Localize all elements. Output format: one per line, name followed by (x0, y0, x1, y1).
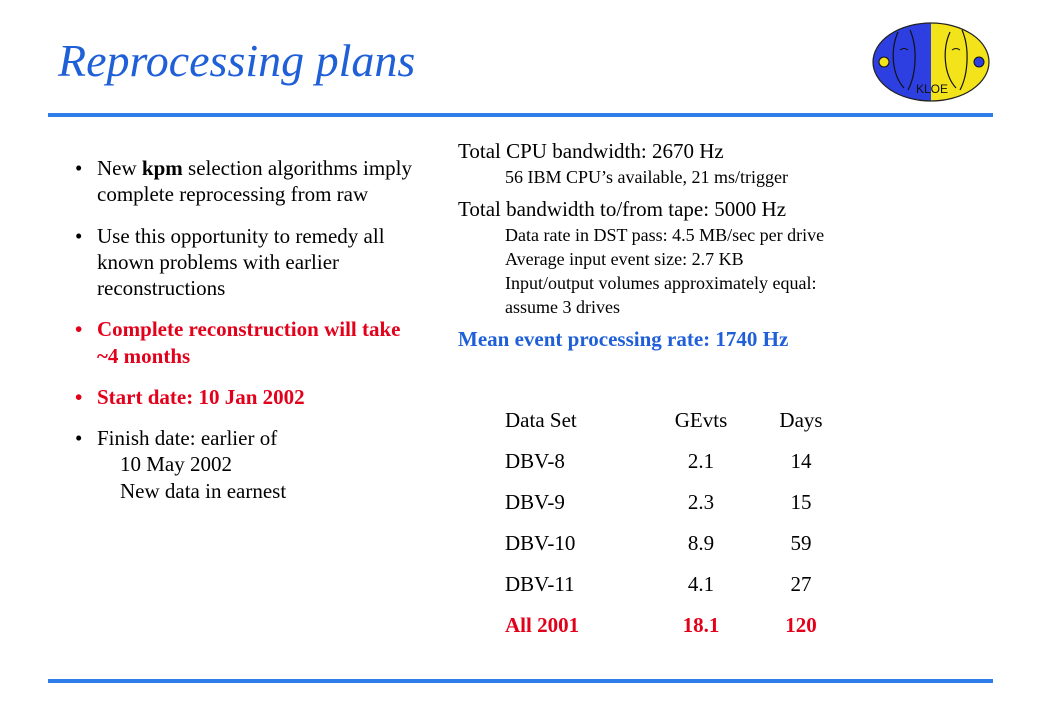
bandwidth-panel: Total CPU bandwidth: 2670 Hz 56 IBM CPU’… (458, 138, 998, 353)
finish-option-2: New data in earnest (120, 478, 287, 503)
header-data-set: Data Set (505, 408, 577, 432)
bullet-finish-date: Finish date: earlier of 10 May 2002 New … (75, 425, 415, 504)
cell-gevts: 8.9 (687, 531, 715, 555)
cell-days: 59 (790, 531, 812, 555)
total-days: 120 (785, 613, 817, 637)
tape-bandwidth: Total bandwidth to/from tape: 5000 Hz (458, 197, 787, 221)
total-label: All 2001 (505, 613, 580, 637)
cpu-bandwidth: Total CPU bandwidth: 2670 Hz (458, 139, 724, 163)
table-header-row: Data Set GEvts Days (505, 408, 851, 449)
table-row: DBV-8 2.1 14 (505, 449, 851, 490)
left-bullet-list: New kpm selection algorithms imply compl… (75, 155, 415, 519)
cpu-detail: 56 IBM CPU’s available, 21 ms/trigger (505, 167, 788, 187)
cell-gevts: 2.1 (687, 449, 715, 473)
bottom-divider (48, 679, 993, 683)
kloe-logo: KLOE (872, 22, 990, 102)
svg-text:KLOE: KLOE (916, 82, 948, 96)
cell-dataset: DBV-10 (505, 531, 576, 555)
table-total-row: All 2001 18.1 120 (505, 613, 851, 654)
table-row: DBV-11 4.1 27 (505, 572, 851, 613)
bullet-start-date: Start date: 10 Jan 2002 (75, 384, 415, 411)
finish-option-1: 10 May 2002 (120, 452, 232, 477)
header-gevts: GEvts (674, 408, 728, 432)
table-row: DBV-9 2.3 15 (505, 490, 851, 531)
tape-detail-2: Average input event size: 2.7 KB (505, 249, 744, 269)
tape-detail-1: Data rate in DST pass: 4.5 MB/sec per dr… (505, 225, 825, 245)
dataset-table: Data Set GEvts Days DBV-8 2.1 14 DBV-9 2… (505, 408, 851, 654)
cell-dataset: DBV-11 (505, 572, 575, 596)
header-days: Days (779, 408, 823, 432)
cell-dataset: DBV-8 (505, 449, 565, 473)
table-row: DBV-10 8.9 59 (505, 531, 851, 572)
tape-detail-3: Input/output volumes approximately equal… (505, 273, 817, 293)
total-gevts: 18.1 (682, 613, 720, 637)
cell-days: 14 (790, 449, 812, 473)
cell-dataset: DBV-9 (505, 490, 565, 514)
bullet-duration: Complete reconstruction will take ~4 mon… (75, 316, 415, 369)
bullet-opportunity: Use this opportunity to remedy all known… (75, 223, 415, 302)
mean-processing-rate: Mean event processing rate: 1740 Hz (458, 327, 789, 351)
cell-days: 15 (790, 490, 812, 514)
cell-days: 27 (790, 572, 812, 596)
cell-gevts: 4.1 (687, 572, 715, 596)
top-divider (48, 113, 993, 117)
tape-detail-4: assume 3 drives (505, 297, 620, 317)
cell-gevts: 2.3 (687, 490, 715, 514)
slide-title: Reprocessing plans (58, 35, 416, 86)
bullet-kpm: New kpm selection algorithms imply compl… (75, 155, 415, 208)
